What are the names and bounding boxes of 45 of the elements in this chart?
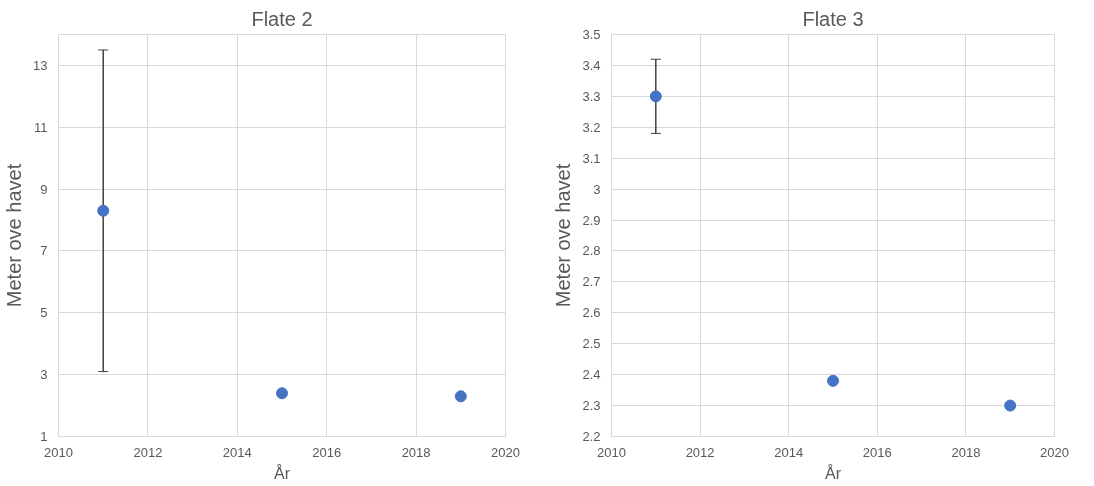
y-tick-label: 3 [593, 181, 601, 197]
y-tick-label: 3.3 [582, 88, 601, 104]
y-axis-title: Meter ove havet [552, 163, 575, 308]
x-tick-label: 2014 [222, 444, 252, 460]
point [1004, 399, 1017, 412]
y-tick-label: 3.1 [582, 150, 601, 166]
y-tick-label: 3 [40, 367, 48, 383]
y-tick-label: 2.8 [582, 243, 601, 259]
point [276, 387, 288, 400]
y-tick-label: 2.5 [582, 336, 601, 352]
x-tick-label: 2016 [862, 444, 892, 460]
y-tick-label: 3.4 [582, 57, 601, 73]
x-tick-label: 2010 [44, 444, 73, 460]
y-tick-label: 2.2 [582, 429, 601, 444]
y-tick-label: 13 [33, 57, 48, 73]
x-tick-label: 2020 [1040, 444, 1069, 460]
x-tick-label: 2018 [951, 444, 981, 460]
x-tick-label: 2012 [685, 444, 715, 460]
point [649, 90, 662, 103]
y-tick-label: 2.4 [582, 367, 601, 383]
y-tick-label: 11 [34, 119, 48, 135]
chart-title: Flate 3 [802, 7, 864, 30]
x-tick-label: 2016 [312, 444, 342, 460]
x-axis-title: År [825, 463, 842, 482]
y-tick-label: 2.7 [582, 274, 601, 290]
y-tick-label: 3.5 [582, 27, 601, 42]
x-axis-title: År [274, 463, 291, 482]
point [97, 204, 110, 217]
y-tick-label: 2.9 [582, 212, 601, 228]
y-tick-label: 3.2 [582, 119, 601, 135]
y-tick-label: 9 [40, 181, 48, 197]
y-tick-label: 7 [40, 243, 48, 259]
x-tick-label: 2018 [401, 444, 431, 460]
x-tick-label: 2014 [774, 444, 804, 460]
y-axis-title: Meter ove havet [3, 163, 26, 308]
y-tick-label: 2.6 [582, 305, 601, 321]
y-tick-label: 5 [40, 305, 48, 321]
x-tick-label: 2012 [133, 444, 163, 460]
y-tick-label: 2.3 [582, 398, 601, 414]
y-tick-label: 1 [40, 429, 48, 444]
x-tick-label: 2020 [491, 444, 520, 460]
x-tick-label: 2010 [597, 444, 626, 460]
chart-title: Flate 2 [251, 7, 313, 30]
point [454, 390, 467, 403]
point [827, 374, 839, 387]
